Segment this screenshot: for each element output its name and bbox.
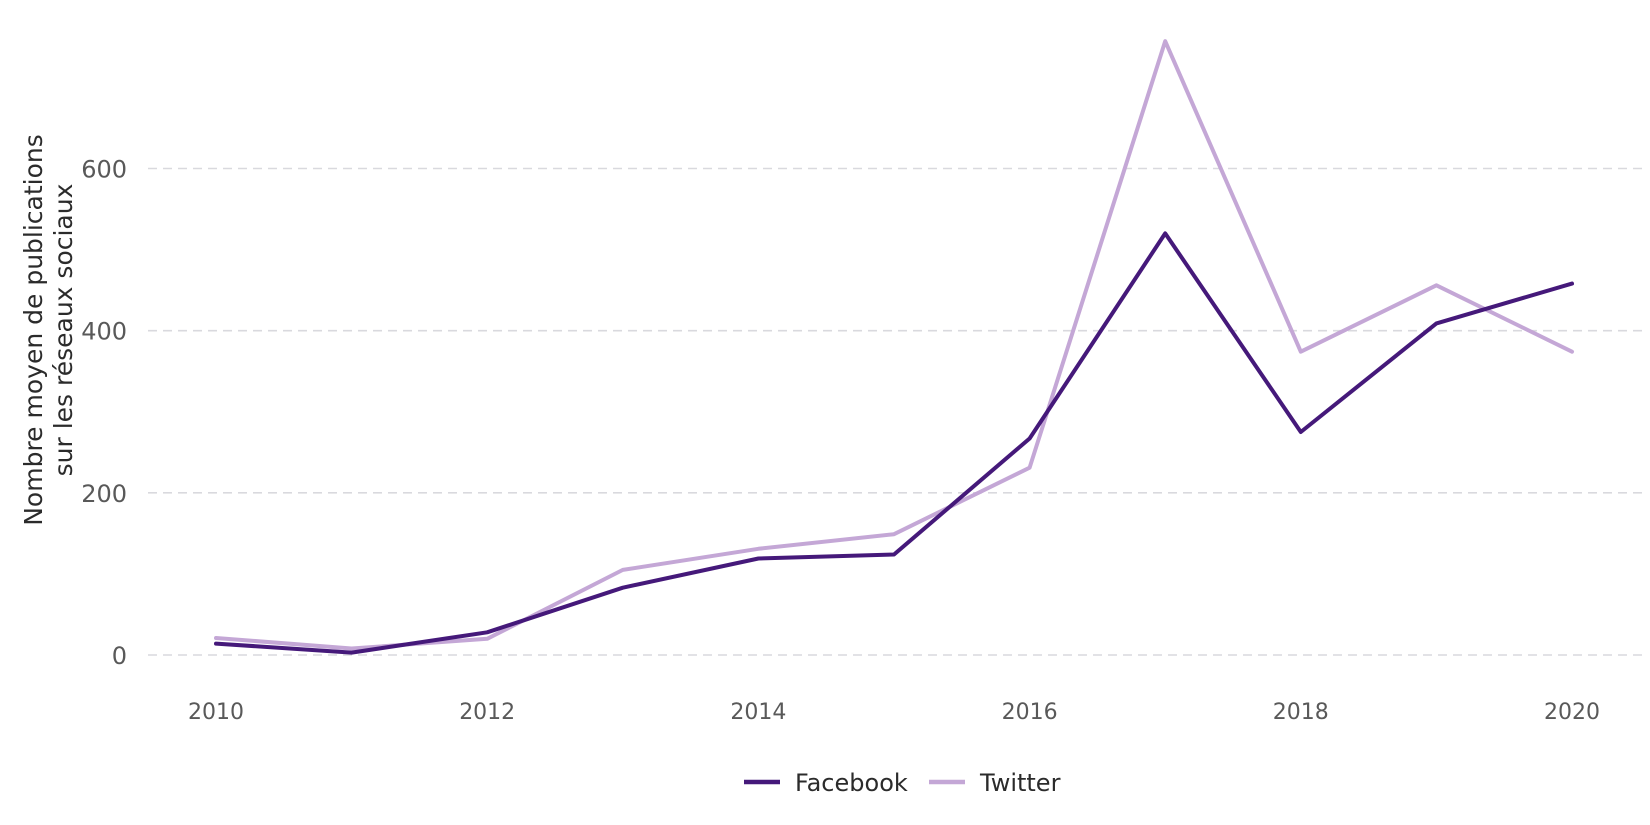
y-axis-title-line-2: sur les réseaux sociaux: [49, 184, 78, 477]
legend-label: Twitter: [979, 769, 1061, 797]
x-tick-label: 2020: [1544, 700, 1600, 725]
legend: Facebook Twitter: [744, 769, 1061, 797]
y-tick-label: 0: [112, 642, 127, 670]
x-axis-ticks: 2010 2012 2014 2016 2018 2020: [188, 700, 1600, 725]
series-line-facebook: [214, 231, 1574, 655]
y-axis-title: Nombre moyen de publications sur les rés…: [19, 134, 78, 526]
x-tick-label: 2018: [1273, 700, 1329, 725]
y-tick-label: 400: [81, 318, 127, 346]
x-tick-label: 2010: [188, 700, 244, 725]
x-tick-label: 2012: [459, 700, 515, 725]
legend-label: Facebook: [795, 769, 908, 797]
y-axis-ticks: 0 200 400 600: [81, 156, 127, 671]
legend-item-twitter: Twitter: [929, 769, 1061, 797]
x-tick-label: 2016: [1002, 700, 1058, 725]
y-tick-label: 200: [81, 480, 127, 508]
y-tick-label: 600: [81, 156, 127, 184]
series-line-twitter: [214, 39, 1574, 651]
series-layer: [214, 39, 1574, 655]
legend-item-facebook: Facebook: [744, 769, 908, 797]
x-tick-label: 2014: [730, 700, 786, 725]
grid-layer: [148, 167, 1642, 656]
y-axis-title-line-1: Nombre moyen de publications: [19, 134, 48, 526]
